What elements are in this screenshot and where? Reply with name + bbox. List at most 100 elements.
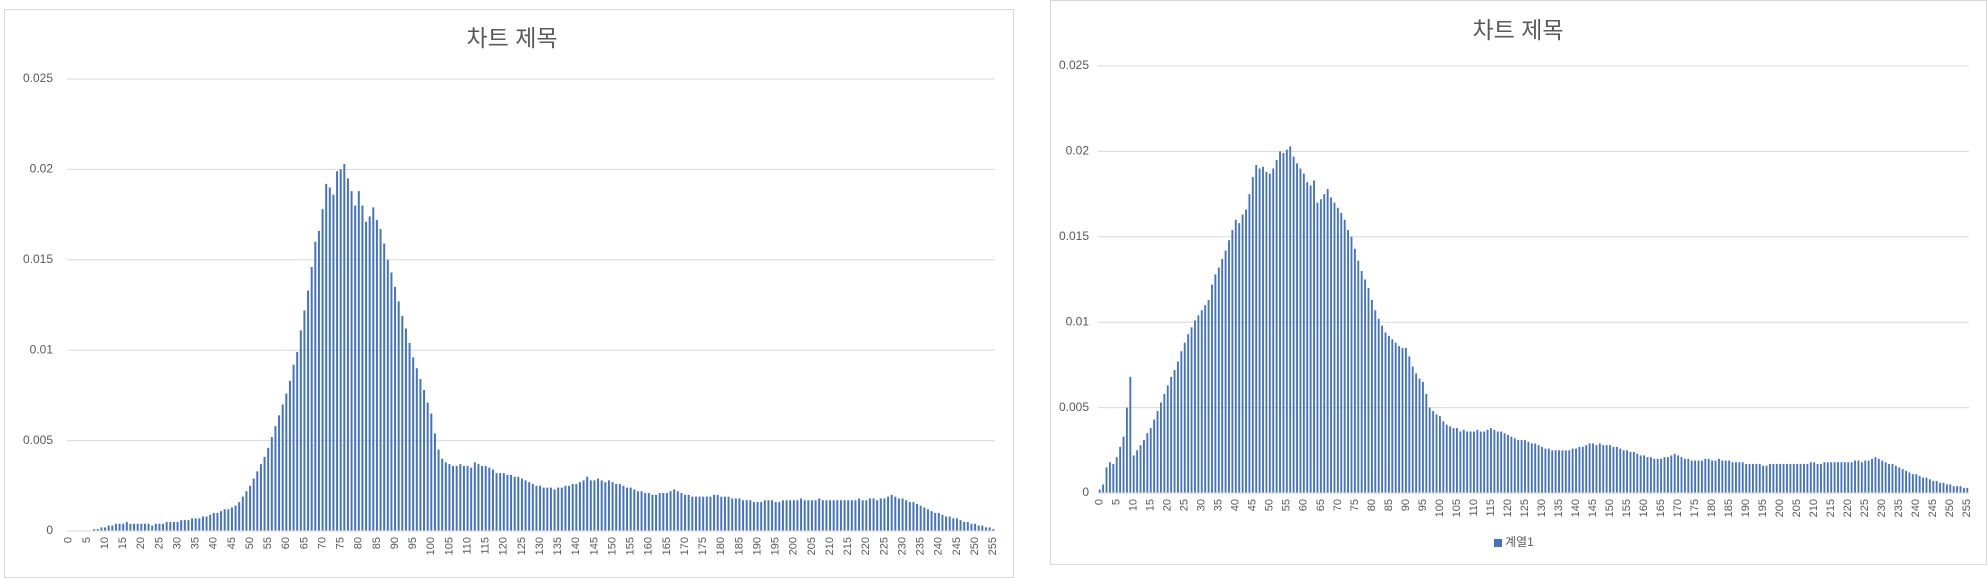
bar (1177, 361, 1179, 493)
bar (1673, 453, 1676, 493)
bar (1524, 440, 1526, 493)
bar (531, 483, 534, 531)
y-tick-label: 0 (46, 523, 53, 537)
bar (1745, 463, 1748, 493)
x-tick-label: 105 (1451, 499, 1463, 517)
bar (1714, 460, 1717, 493)
x-tick-label: 120 (498, 537, 510, 555)
bar (1826, 462, 1829, 493)
bar (919, 505, 922, 531)
bar (172, 521, 175, 531)
bar (205, 516, 208, 531)
x-tick-label: 255 (1961, 499, 1973, 517)
bar (129, 523, 132, 531)
bar (1700, 460, 1703, 493)
bar (1207, 299, 1210, 493)
bar (1309, 185, 1312, 493)
bar (687, 494, 690, 531)
bar (1585, 445, 1588, 493)
x-tick-label: 180 (1706, 499, 1718, 517)
bar (1421, 381, 1424, 493)
bar (1282, 153, 1285, 493)
bar (1833, 462, 1836, 493)
bar (1391, 339, 1394, 493)
bar (100, 527, 103, 531)
bar (317, 230, 320, 531)
bar (1789, 463, 1792, 493)
bar (1265, 171, 1268, 493)
bar (644, 493, 647, 531)
x-tick-label: 245 (951, 537, 963, 555)
bar (955, 518, 958, 531)
bar (713, 494, 716, 531)
bar (1296, 163, 1298, 493)
bar (477, 464, 480, 531)
bar (836, 500, 839, 531)
x-tick-label: 140 (1570, 499, 1582, 517)
bar (905, 500, 908, 531)
bar (520, 478, 523, 531)
bar (1901, 469, 1904, 493)
bar (263, 456, 266, 531)
x-tick-label: 255 (987, 537, 999, 555)
bar (662, 493, 665, 531)
bar (825, 500, 828, 531)
bar (607, 480, 610, 531)
bar (1517, 440, 1520, 493)
bar (1241, 214, 1244, 493)
bar (495, 473, 498, 531)
bar (1292, 156, 1295, 494)
bar (1476, 429, 1479, 493)
bar (1336, 207, 1339, 493)
bar (499, 473, 502, 531)
bar (894, 496, 897, 531)
bar (800, 498, 803, 531)
bar (651, 494, 654, 531)
x-tick-label: 235 (1893, 499, 1905, 517)
bar (1871, 458, 1873, 493)
bar (738, 498, 741, 531)
bar (1850, 462, 1853, 493)
bar (343, 163, 346, 531)
bar (1473, 431, 1475, 493)
bar (890, 494, 893, 531)
bar (803, 500, 806, 531)
bar (1098, 489, 1101, 493)
bar (1333, 202, 1336, 493)
bar (655, 494, 658, 531)
x-tick-label: 170 (679, 537, 691, 555)
bar (1816, 463, 1819, 493)
bar (1129, 376, 1132, 493)
bar (1394, 342, 1397, 493)
bar (926, 509, 929, 531)
bar (1136, 450, 1139, 493)
bar (1411, 366, 1414, 493)
bar (390, 272, 393, 531)
bar (1343, 219, 1346, 493)
x-tick-label: 90 (1400, 499, 1412, 511)
bar (767, 500, 770, 531)
bar (346, 178, 349, 531)
bar (1588, 443, 1591, 493)
x-tick-label: 245 (1927, 499, 1939, 517)
bar (876, 500, 879, 531)
bar (154, 523, 157, 531)
bar (513, 476, 516, 531)
x-tick-label: 190 (751, 537, 763, 555)
bar (1160, 402, 1162, 493)
bar (441, 458, 444, 531)
x-tick-label: 115 (480, 537, 492, 555)
bar (1537, 445, 1540, 493)
bar (524, 480, 527, 531)
bar (423, 389, 426, 531)
bar (1119, 446, 1122, 493)
x-tick-label: 165 (1655, 499, 1667, 517)
bar (1513, 438, 1516, 493)
bar (1769, 463, 1771, 493)
bar (328, 187, 331, 532)
bar (1694, 460, 1697, 493)
bar (1214, 274, 1217, 493)
bar (1224, 250, 1227, 493)
bar (1908, 472, 1911, 493)
bar (778, 502, 781, 531)
